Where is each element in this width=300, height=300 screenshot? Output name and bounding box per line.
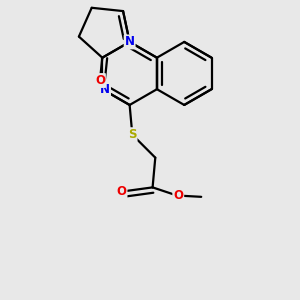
Text: O: O bbox=[95, 74, 105, 87]
Text: O: O bbox=[116, 185, 127, 198]
Text: S: S bbox=[128, 128, 136, 141]
Text: O: O bbox=[173, 189, 183, 202]
Text: N: N bbox=[124, 35, 135, 48]
Text: N: N bbox=[100, 83, 110, 96]
